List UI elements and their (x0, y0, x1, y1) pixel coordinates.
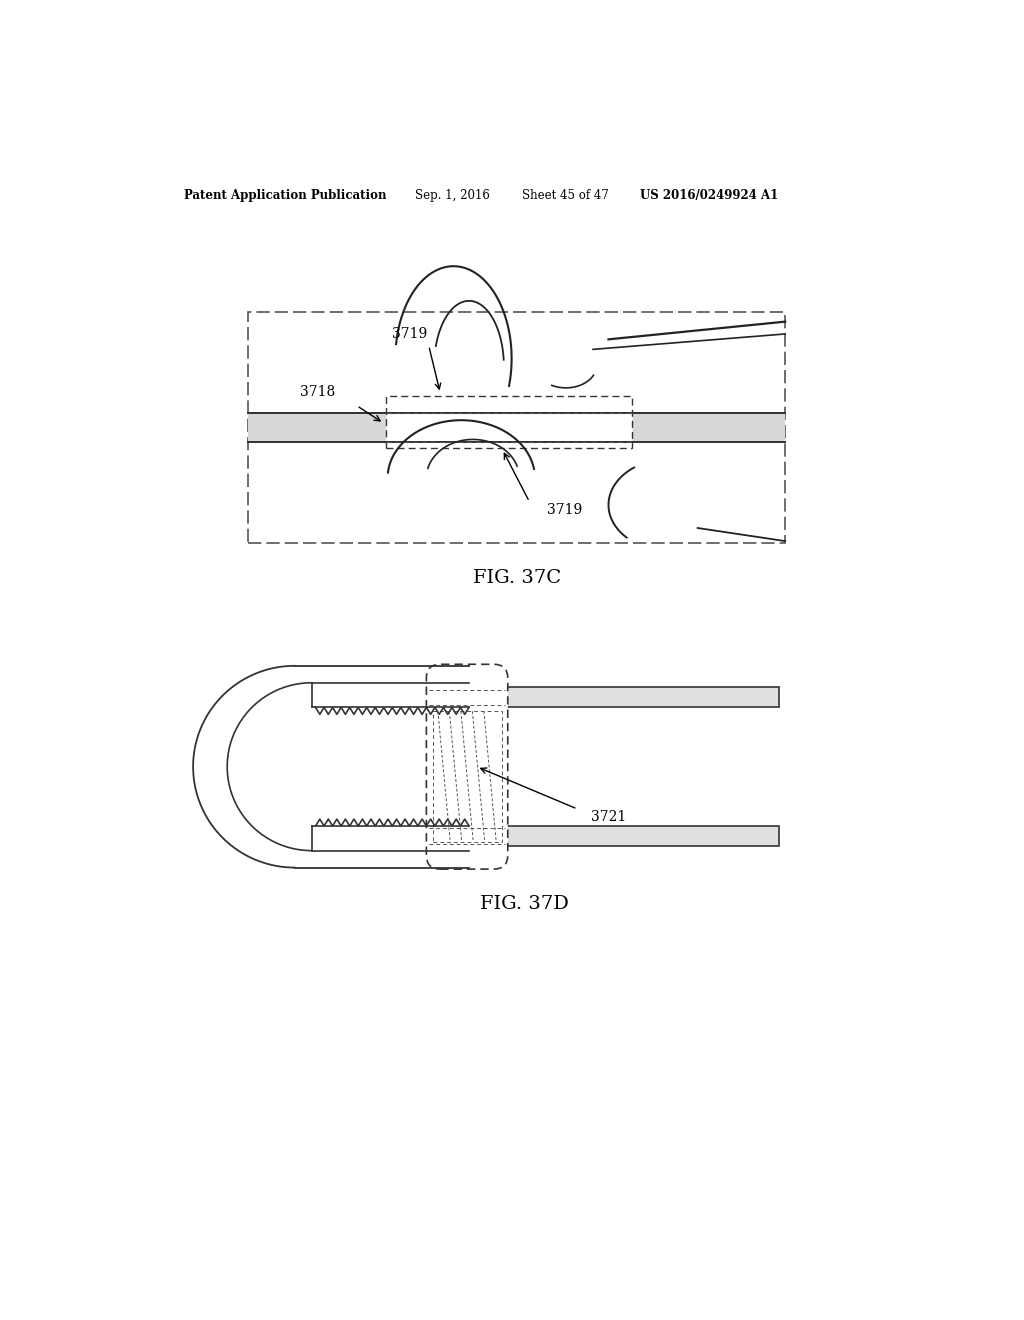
Text: FIG. 37C: FIG. 37C (473, 569, 561, 587)
Bar (477, 688, 779, 708)
Bar (386, 396, 632, 447)
Text: Patent Application Publication: Patent Application Publication (183, 189, 386, 202)
Text: 3721: 3721 (592, 809, 627, 824)
FancyBboxPatch shape (426, 664, 508, 869)
Text: US 2016/0249924 A1: US 2016/0249924 A1 (640, 189, 778, 202)
Bar (248, 313, 785, 544)
Text: 3719: 3719 (392, 327, 427, 341)
Bar (432, 711, 502, 842)
Text: Sheet 45 of 47: Sheet 45 of 47 (521, 189, 608, 202)
Text: FIG. 37D: FIG. 37D (480, 895, 569, 912)
Bar (477, 826, 779, 846)
Bar (248, 412, 785, 442)
Text: Sep. 1, 2016: Sep. 1, 2016 (415, 189, 489, 202)
Text: 3719: 3719 (547, 503, 582, 516)
Text: 3718: 3718 (300, 385, 336, 400)
